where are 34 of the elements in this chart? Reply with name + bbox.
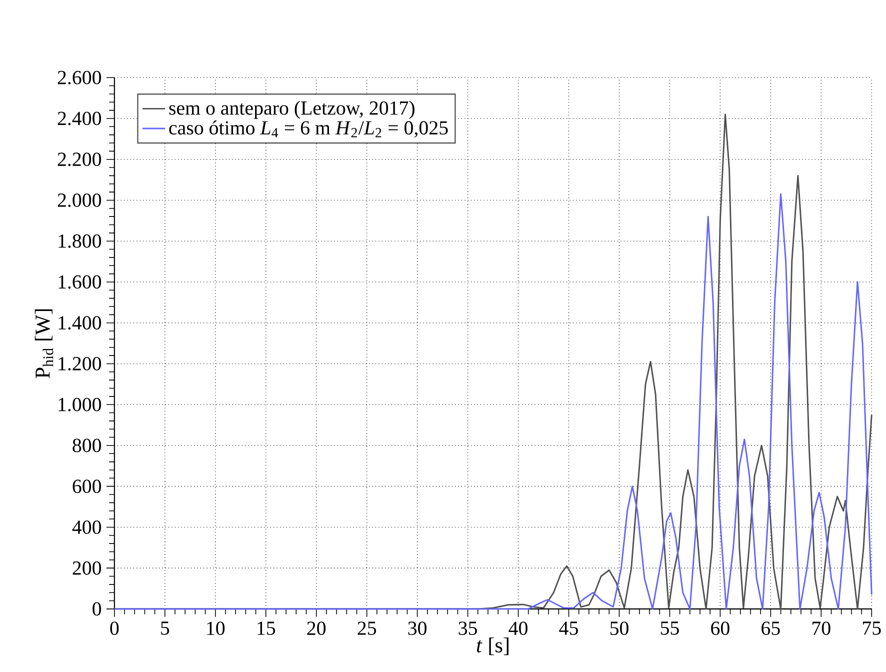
x-tick-label: 10: [207, 622, 225, 636]
x-tick-label: 40: [508, 622, 528, 636]
y-tick-label: 400: [72, 520, 102, 534]
y-tick-label: 2.000: [58, 194, 102, 208]
y-tick-label: 1.600: [58, 275, 102, 289]
x-tick-label: 20: [307, 622, 326, 636]
text: caso ótimo L$_{4}$ = 6 m H$_{2}$/L$_{2}$ = 0,025: [169, 120, 448, 138]
x-tick-label: 15: [258, 622, 276, 636]
x-tick-label: 70: [812, 622, 830, 636]
y-tick-label: 2.400: [58, 112, 102, 126]
y-tick-label: 1.800: [58, 234, 102, 248]
x-tick-label: 55: [660, 622, 679, 635]
x-tick-label: 45: [559, 622, 578, 636]
x-tick-label: 50: [610, 622, 628, 636]
x-tick-label: 60: [711, 622, 730, 636]
x-axis-title: t [s]: [476, 638, 508, 656]
legend-label: sem o anteparo (Letzow, 2017): [169, 100, 414, 120]
x-tick-label: 75: [862, 622, 881, 635]
x-tick-label: 30: [408, 622, 427, 636]
y-tick-label: 2.200: [58, 152, 102, 166]
y-tick-label: 1.000: [58, 398, 102, 412]
y-tick-label: 800: [72, 438, 102, 452]
x-tick-label: 65: [762, 622, 780, 636]
x-tick-label: 25: [358, 622, 376, 636]
y-tick-label: 0: [92, 602, 102, 616]
y-tick-label: 200: [72, 562, 102, 575]
x-tick-label: 35: [458, 622, 477, 636]
y-tick-label: 2.600: [58, 71, 102, 85]
y-tick-label: 600: [72, 480, 102, 494]
y-axis-title: P$_{hid}$ [W]: [34, 310, 54, 378]
x-tick-label: 5: [161, 622, 170, 635]
y-tick-label: 1.400: [58, 316, 102, 330]
x-tick-label: 0: [110, 622, 119, 636]
y-tick-label: 1.200: [58, 357, 102, 371]
